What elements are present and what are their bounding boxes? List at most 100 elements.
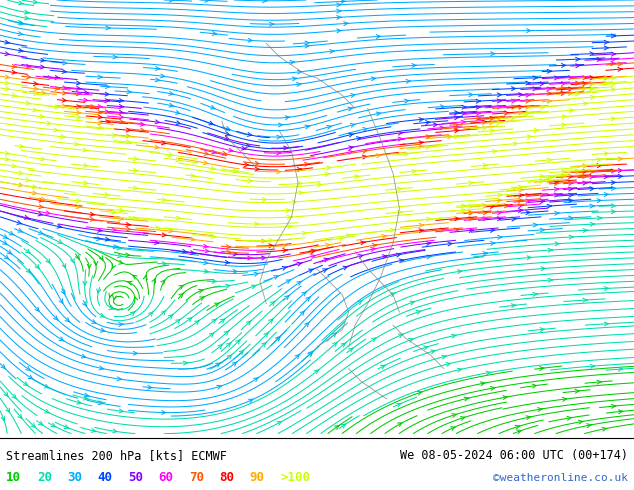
- FancyArrowPatch shape: [497, 117, 501, 121]
- FancyArrowPatch shape: [497, 211, 502, 215]
- FancyArrowPatch shape: [519, 105, 523, 109]
- FancyArrowPatch shape: [77, 81, 81, 85]
- FancyArrowPatch shape: [34, 87, 38, 91]
- FancyArrowPatch shape: [512, 87, 516, 91]
- FancyArrowPatch shape: [119, 115, 124, 119]
- FancyArrowPatch shape: [75, 142, 79, 146]
- FancyArrowPatch shape: [618, 169, 623, 172]
- FancyArrowPatch shape: [534, 128, 539, 132]
- FancyArrowPatch shape: [461, 209, 466, 213]
- FancyArrowPatch shape: [514, 142, 518, 146]
- FancyArrowPatch shape: [311, 249, 316, 253]
- FancyArrowPatch shape: [155, 78, 160, 82]
- FancyArrowPatch shape: [505, 111, 509, 115]
- FancyArrowPatch shape: [169, 92, 174, 96]
- FancyArrowPatch shape: [538, 408, 542, 412]
- FancyArrowPatch shape: [98, 115, 103, 119]
- FancyArrowPatch shape: [351, 94, 356, 98]
- FancyArrowPatch shape: [452, 414, 456, 417]
- FancyArrowPatch shape: [348, 107, 353, 111]
- FancyArrowPatch shape: [39, 421, 44, 426]
- FancyArrowPatch shape: [204, 151, 209, 155]
- FancyArrowPatch shape: [247, 133, 252, 136]
- FancyArrowPatch shape: [541, 267, 546, 270]
- FancyArrowPatch shape: [430, 350, 436, 354]
- FancyArrowPatch shape: [371, 77, 376, 81]
- FancyArrowPatch shape: [288, 225, 292, 229]
- FancyArrowPatch shape: [26, 64, 31, 68]
- FancyArrowPatch shape: [305, 41, 309, 45]
- FancyArrowPatch shape: [305, 125, 310, 129]
- FancyArrowPatch shape: [46, 259, 50, 263]
- FancyArrowPatch shape: [398, 422, 403, 426]
- FancyArrowPatch shape: [341, 424, 346, 428]
- FancyArrowPatch shape: [583, 87, 587, 91]
- FancyArrowPatch shape: [55, 75, 60, 79]
- FancyArrowPatch shape: [527, 29, 531, 32]
- FancyArrowPatch shape: [455, 116, 459, 120]
- FancyArrowPatch shape: [512, 217, 516, 221]
- Text: 20: 20: [37, 471, 52, 484]
- FancyArrowPatch shape: [98, 110, 102, 114]
- FancyArrowPatch shape: [527, 256, 531, 260]
- FancyArrowPatch shape: [481, 382, 485, 386]
- FancyArrowPatch shape: [282, 267, 287, 270]
- FancyArrowPatch shape: [290, 60, 295, 64]
- FancyArrowPatch shape: [169, 103, 174, 107]
- FancyArrowPatch shape: [569, 216, 573, 220]
- FancyArrowPatch shape: [306, 296, 311, 301]
- FancyArrowPatch shape: [548, 278, 553, 282]
- FancyArrowPatch shape: [84, 181, 88, 185]
- FancyArrowPatch shape: [32, 191, 37, 195]
- FancyArrowPatch shape: [5, 52, 10, 56]
- FancyArrowPatch shape: [65, 318, 70, 322]
- FancyArrowPatch shape: [519, 93, 523, 97]
- FancyArrowPatch shape: [224, 330, 229, 335]
- FancyArrowPatch shape: [20, 145, 24, 148]
- FancyArrowPatch shape: [497, 121, 501, 124]
- FancyArrowPatch shape: [126, 227, 131, 231]
- FancyArrowPatch shape: [489, 121, 495, 124]
- FancyArrowPatch shape: [408, 339, 413, 342]
- FancyArrowPatch shape: [446, 363, 451, 366]
- FancyArrowPatch shape: [155, 241, 159, 245]
- FancyArrowPatch shape: [33, 108, 37, 112]
- FancyArrowPatch shape: [462, 204, 466, 208]
- FancyArrowPatch shape: [416, 311, 421, 314]
- FancyArrowPatch shape: [5, 157, 10, 161]
- FancyArrowPatch shape: [590, 96, 595, 99]
- FancyArrowPatch shape: [419, 223, 424, 227]
- FancyArrowPatch shape: [309, 351, 314, 356]
- FancyArrowPatch shape: [482, 126, 487, 130]
- FancyArrowPatch shape: [476, 99, 481, 103]
- FancyArrowPatch shape: [53, 316, 58, 320]
- FancyArrowPatch shape: [41, 65, 45, 69]
- FancyArrowPatch shape: [70, 258, 74, 263]
- FancyArrowPatch shape: [217, 386, 222, 389]
- FancyArrowPatch shape: [119, 409, 124, 413]
- FancyArrowPatch shape: [555, 242, 560, 246]
- FancyArrowPatch shape: [305, 44, 309, 48]
- FancyArrowPatch shape: [96, 237, 101, 241]
- FancyArrowPatch shape: [75, 255, 79, 259]
- FancyArrowPatch shape: [233, 270, 238, 273]
- FancyArrowPatch shape: [205, 249, 210, 253]
- FancyArrowPatch shape: [286, 280, 291, 284]
- FancyArrowPatch shape: [576, 57, 580, 61]
- FancyArrowPatch shape: [118, 254, 122, 258]
- FancyArrowPatch shape: [98, 104, 102, 108]
- FancyArrowPatch shape: [212, 150, 216, 154]
- FancyArrowPatch shape: [426, 242, 431, 245]
- FancyArrowPatch shape: [427, 255, 431, 259]
- FancyArrowPatch shape: [297, 70, 302, 74]
- FancyArrowPatch shape: [309, 269, 314, 272]
- FancyArrowPatch shape: [35, 307, 39, 311]
- FancyArrowPatch shape: [9, 231, 14, 235]
- FancyArrowPatch shape: [377, 154, 381, 158]
- FancyArrowPatch shape: [161, 310, 166, 315]
- FancyArrowPatch shape: [112, 228, 117, 232]
- FancyArrowPatch shape: [55, 105, 60, 109]
- FancyArrowPatch shape: [155, 67, 160, 71]
- FancyArrowPatch shape: [440, 126, 444, 130]
- FancyArrowPatch shape: [483, 204, 488, 208]
